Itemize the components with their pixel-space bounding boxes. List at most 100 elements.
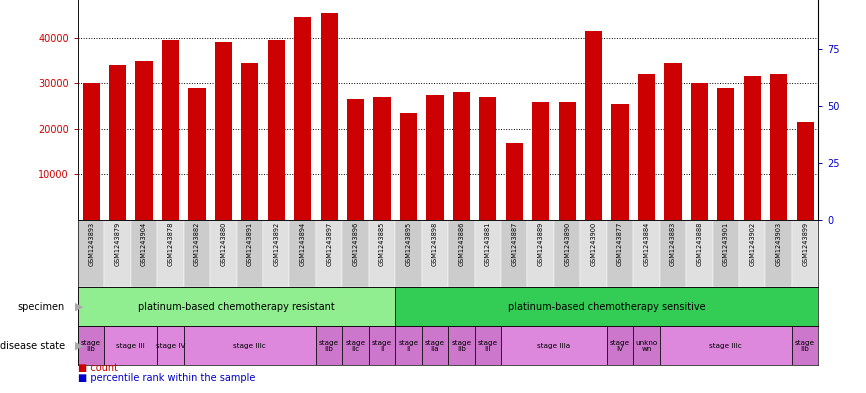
Bar	[559, 101, 576, 220]
Text: stage
IIc: stage IIc	[346, 340, 365, 352]
Text: GSM1243890: GSM1243890	[564, 222, 570, 266]
Text: GSM1243886: GSM1243886	[458, 222, 464, 266]
Bar	[158, 326, 184, 365]
Bar	[638, 74, 655, 220]
Text: GSM1243882: GSM1243882	[194, 222, 200, 266]
Text: unkno
wn: unkno wn	[636, 340, 657, 352]
Text: GSM1243879: GSM1243879	[114, 222, 120, 266]
Text: stage
IIb: stage IIb	[795, 340, 815, 352]
Bar	[607, 326, 633, 365]
Text: GSM1243895: GSM1243895	[405, 222, 411, 266]
Bar	[664, 63, 682, 220]
Text: GSM1243884: GSM1243884	[643, 222, 650, 266]
Bar	[506, 143, 523, 220]
Bar	[453, 92, 470, 220]
Text: GSM1243888: GSM1243888	[696, 222, 702, 266]
Bar	[78, 287, 395, 326]
Text: disease state: disease state	[0, 341, 65, 351]
Text: stage
IIb: stage IIb	[81, 340, 101, 352]
Bar	[184, 326, 316, 365]
Text: GSM1243903: GSM1243903	[776, 222, 782, 266]
Bar	[554, 220, 580, 287]
Bar	[347, 99, 365, 220]
Bar	[135, 61, 152, 220]
Text: stage
II: stage II	[372, 340, 392, 352]
Bar	[210, 220, 236, 287]
Text: GSM1243891: GSM1243891	[247, 222, 253, 266]
Text: stage III: stage III	[116, 343, 145, 349]
Bar	[580, 220, 607, 287]
Text: ▶: ▶	[75, 341, 84, 351]
Bar	[263, 220, 289, 287]
Text: stage IIIc: stage IIIc	[234, 343, 266, 349]
Bar	[400, 113, 417, 220]
Bar	[585, 31, 602, 220]
Text: GSM1243892: GSM1243892	[274, 222, 279, 266]
Bar	[797, 122, 814, 220]
Text: specimen: specimen	[17, 301, 65, 312]
Bar	[158, 220, 184, 287]
Bar	[660, 220, 686, 287]
Bar	[395, 220, 422, 287]
Text: stage
IIa: stage IIa	[425, 340, 445, 352]
Text: GSM1243897: GSM1243897	[326, 222, 333, 266]
Bar	[660, 326, 792, 365]
Text: GSM1243885: GSM1243885	[379, 222, 385, 266]
Bar	[686, 220, 713, 287]
Text: GSM1243889: GSM1243889	[538, 222, 544, 266]
Bar	[268, 40, 285, 220]
Text: platinum-based chemotherapy sensitive: platinum-based chemotherapy sensitive	[508, 301, 706, 312]
Bar	[422, 220, 449, 287]
Bar	[475, 220, 501, 287]
Bar	[184, 220, 210, 287]
Bar	[289, 220, 316, 287]
Text: GSM1243887: GSM1243887	[511, 222, 517, 266]
Text: stage
IV: stage IV	[610, 340, 630, 352]
Bar	[242, 63, 258, 220]
Bar	[479, 97, 496, 220]
Bar	[422, 326, 449, 365]
Bar	[342, 220, 369, 287]
Bar	[770, 74, 787, 220]
Bar	[633, 220, 660, 287]
Bar	[369, 326, 395, 365]
Bar	[162, 40, 179, 220]
Bar	[395, 326, 422, 365]
Bar	[633, 326, 660, 365]
Text: GSM1243877: GSM1243877	[617, 222, 623, 266]
Bar	[342, 326, 369, 365]
Bar	[691, 83, 708, 220]
Bar	[78, 326, 105, 365]
Bar	[766, 220, 792, 287]
Text: stage IIIc: stage IIIc	[709, 343, 742, 349]
Bar	[109, 65, 126, 220]
Bar	[78, 220, 105, 287]
Bar	[739, 220, 766, 287]
Text: ■ percentile rank within the sample: ■ percentile rank within the sample	[78, 373, 255, 383]
Text: stage
IIb: stage IIb	[451, 340, 471, 352]
Bar	[607, 220, 633, 287]
Bar	[532, 101, 549, 220]
Bar	[316, 220, 342, 287]
Bar	[475, 326, 501, 365]
Bar	[501, 326, 607, 365]
Text: stage
IIb: stage IIb	[319, 340, 339, 352]
Bar	[320, 13, 338, 220]
Text: stage
III: stage III	[478, 340, 498, 352]
Bar	[215, 42, 232, 220]
Bar	[792, 326, 818, 365]
Bar	[105, 220, 131, 287]
Bar	[501, 220, 527, 287]
Bar	[713, 220, 739, 287]
Bar	[426, 95, 443, 220]
Bar	[369, 220, 395, 287]
Bar	[131, 220, 158, 287]
Text: stage IV: stage IV	[156, 343, 185, 349]
Text: GSM1243899: GSM1243899	[802, 222, 808, 266]
Bar	[449, 326, 475, 365]
Bar	[744, 77, 761, 220]
Text: ▶: ▶	[75, 301, 84, 312]
Text: stage
II: stage II	[398, 340, 418, 352]
Bar	[717, 88, 734, 220]
Bar	[236, 220, 263, 287]
